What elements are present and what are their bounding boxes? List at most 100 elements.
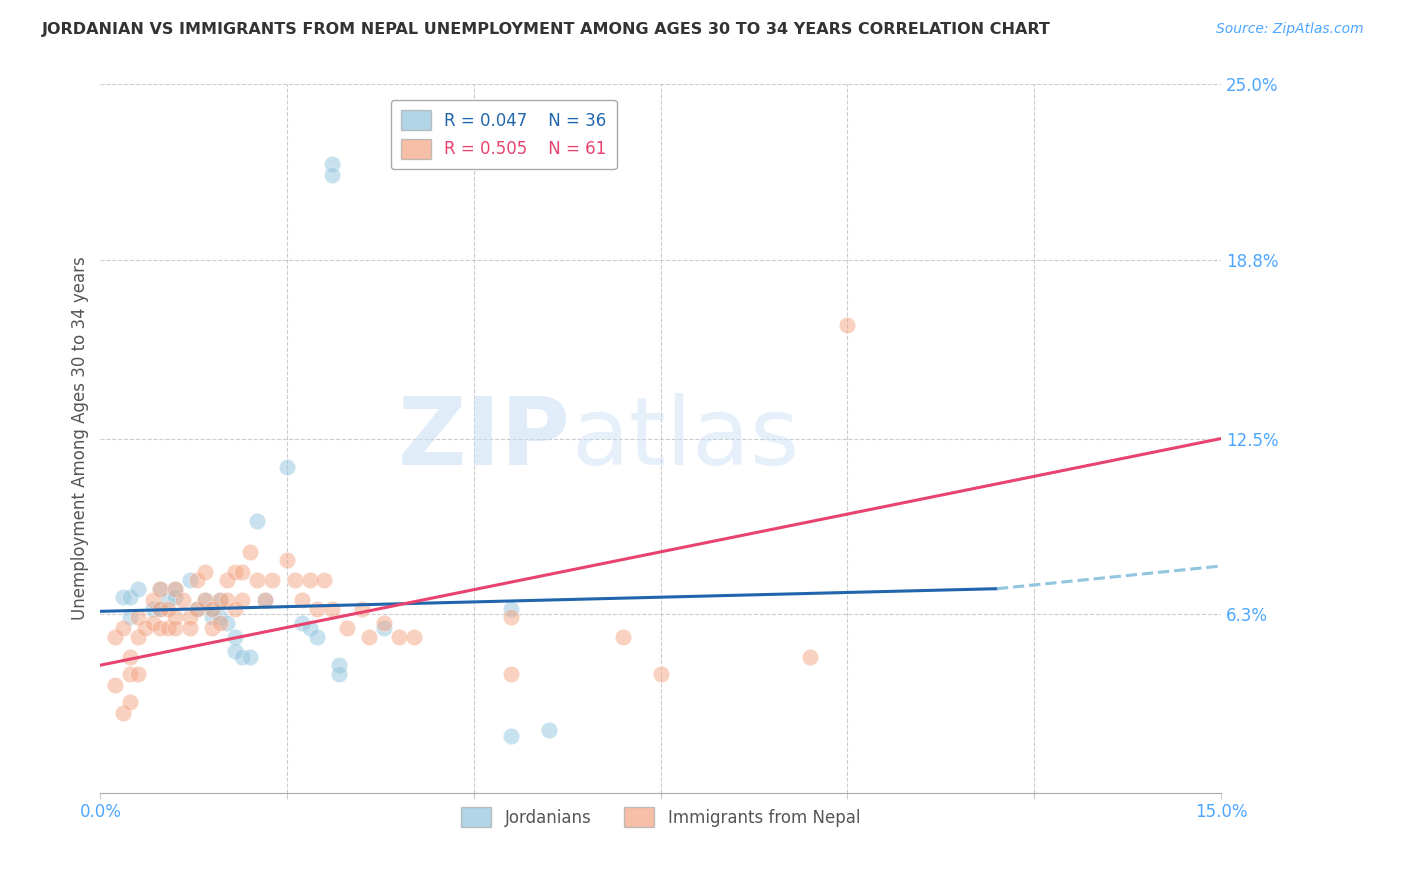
Point: [314, 573, 336, 587]
Point: [262, 573, 284, 587]
Point: [201, 621, 224, 635]
Point: [291, 615, 314, 630]
Point: [276, 553, 298, 567]
Point: [156, 601, 179, 615]
Point: [111, 706, 134, 721]
Point: [501, 666, 523, 681]
Point: [179, 621, 201, 635]
Point: [284, 573, 307, 587]
Point: [501, 601, 523, 615]
Point: [127, 630, 149, 644]
Point: [149, 621, 172, 635]
Point: [321, 157, 343, 171]
Point: [501, 729, 523, 743]
Point: [231, 593, 253, 607]
Point: [612, 630, 634, 644]
Point: [217, 573, 239, 587]
Point: [186, 573, 208, 587]
Text: Source: ZipAtlas.com: Source: ZipAtlas.com: [1216, 22, 1364, 37]
Point: [253, 593, 276, 607]
Text: ZIP: ZIP: [398, 392, 571, 484]
Point: [134, 621, 156, 635]
Point: [298, 573, 321, 587]
Point: [501, 610, 523, 624]
Point: [321, 168, 343, 182]
Point: [239, 649, 262, 664]
Point: [239, 545, 262, 559]
Point: [104, 678, 127, 692]
Point: [172, 593, 194, 607]
Point: [224, 601, 246, 615]
Point: [165, 621, 187, 635]
Point: [127, 666, 149, 681]
Point: [224, 565, 246, 579]
Point: [120, 590, 142, 604]
Point: [194, 593, 217, 607]
Point: [149, 601, 172, 615]
Point: [336, 621, 359, 635]
Point: [246, 514, 269, 528]
Point: [201, 601, 224, 615]
Point: [537, 723, 560, 738]
Point: [650, 666, 672, 681]
Point: [305, 630, 328, 644]
Point: [142, 593, 165, 607]
Point: [179, 573, 201, 587]
Point: [127, 610, 149, 624]
Point: [149, 582, 172, 596]
Point: [224, 630, 246, 644]
Point: [217, 593, 239, 607]
Point: [246, 573, 269, 587]
Point: [799, 649, 821, 664]
Point: [253, 593, 276, 607]
Point: [373, 615, 395, 630]
Point: [350, 601, 373, 615]
Point: [149, 582, 172, 596]
Point: [142, 615, 165, 630]
Point: [179, 610, 201, 624]
Point: [156, 621, 179, 635]
Point: [837, 318, 859, 333]
Point: [388, 630, 411, 644]
Point: [217, 615, 239, 630]
Point: [165, 582, 187, 596]
Point: [276, 459, 298, 474]
Point: [186, 601, 208, 615]
Legend: Jordanians, Immigrants from Nepal: Jordanians, Immigrants from Nepal: [454, 800, 868, 834]
Point: [305, 601, 328, 615]
Y-axis label: Unemployment Among Ages 30 to 34 years: Unemployment Among Ages 30 to 34 years: [72, 257, 89, 621]
Point: [328, 658, 350, 673]
Text: atlas: atlas: [571, 392, 799, 484]
Point: [156, 593, 179, 607]
Point: [111, 590, 134, 604]
Point: [201, 610, 224, 624]
Point: [186, 601, 208, 615]
Point: [291, 593, 314, 607]
Point: [120, 610, 142, 624]
Point: [208, 610, 231, 624]
Point: [111, 621, 134, 635]
Point: [194, 565, 217, 579]
Point: [165, 582, 187, 596]
Point: [321, 601, 343, 615]
Point: [404, 630, 426, 644]
Point: [231, 565, 253, 579]
Point: [373, 621, 395, 635]
Point: [359, 630, 381, 644]
Point: [231, 649, 253, 664]
Point: [224, 644, 246, 658]
Point: [120, 649, 142, 664]
Point: [201, 601, 224, 615]
Point: [208, 593, 231, 607]
Point: [208, 615, 231, 630]
Point: [120, 695, 142, 709]
Point: [120, 666, 142, 681]
Point: [165, 610, 187, 624]
Point: [328, 666, 350, 681]
Point: [104, 630, 127, 644]
Text: JORDANIAN VS IMMIGRANTS FROM NEPAL UNEMPLOYMENT AMONG AGES 30 TO 34 YEARS CORREL: JORDANIAN VS IMMIGRANTS FROM NEPAL UNEMP…: [42, 22, 1052, 37]
Point: [165, 590, 187, 604]
Point: [298, 621, 321, 635]
Point: [149, 601, 172, 615]
Point: [194, 593, 217, 607]
